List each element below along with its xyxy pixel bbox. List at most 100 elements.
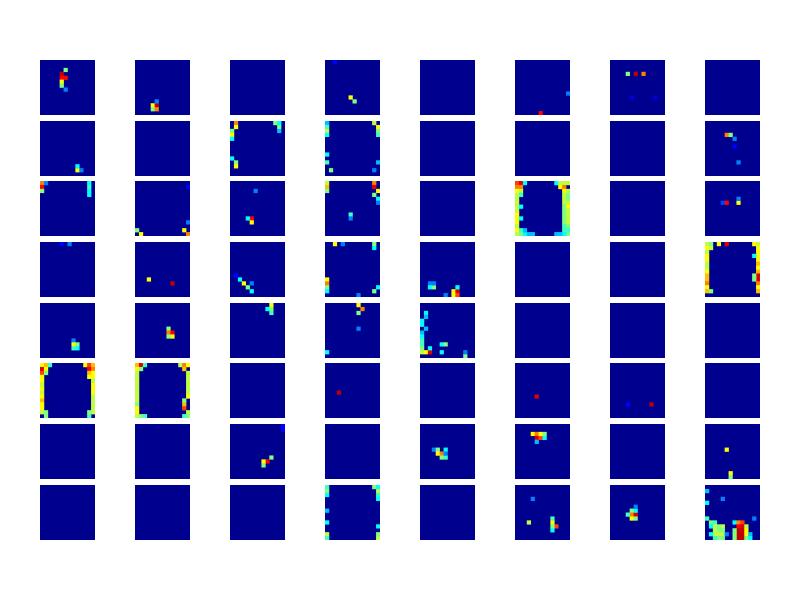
heatmap-background <box>40 242 95 297</box>
heatmap-cell <box>40 188 45 194</box>
feature-map-panel-r5-c1 <box>135 363 190 418</box>
feature-map-panel-r0-c6 <box>610 60 665 115</box>
heatmap-background <box>420 485 475 540</box>
heatmap-cell <box>515 208 520 213</box>
feature-map-panel-r7-c2 <box>230 485 285 540</box>
heatmap-cell <box>562 228 567 233</box>
heatmap-cell <box>756 253 760 259</box>
feature-map-panel-r6-c7 <box>705 424 760 479</box>
heatmap-cell <box>372 485 377 490</box>
heatmap-cell <box>91 378 95 383</box>
heatmap-cell <box>182 398 187 403</box>
heatmap-cell <box>728 471 733 476</box>
heatmap-cell <box>43 370 49 376</box>
heatmap-background <box>40 121 95 176</box>
heatmap-cell <box>562 204 567 209</box>
feature-map-panel-r1-c2 <box>230 121 285 176</box>
heatmap-cell <box>562 220 567 225</box>
feature-map-panel-r3-c5 <box>515 242 570 297</box>
heatmap-cell <box>420 350 425 355</box>
heatmap-cell <box>518 232 524 236</box>
heatmap-cell <box>534 439 539 444</box>
heatmap-svg <box>40 181 95 236</box>
heatmap-cell <box>562 212 567 217</box>
heatmap-cell <box>47 363 53 368</box>
heatmap-cell <box>420 342 425 347</box>
heatmap-cell <box>455 285 460 290</box>
heatmap-cell <box>269 310 274 316</box>
heatmap-svg <box>610 424 665 479</box>
heatmap-cell <box>166 330 171 335</box>
heatmap-cell <box>79 168 84 173</box>
heatmap-cell <box>376 524 380 529</box>
heatmap-background <box>515 181 570 236</box>
heatmap-cell <box>142 363 148 368</box>
heatmap-cell <box>752 273 757 278</box>
heatmap-cell <box>40 394 45 399</box>
heatmap-cell <box>233 160 239 165</box>
heatmap-cell <box>649 402 654 407</box>
heatmap-cell <box>756 273 760 278</box>
heatmap-cell <box>233 164 239 169</box>
heatmap-cell <box>170 334 175 339</box>
heatmap-cell <box>752 253 757 259</box>
feature-map-panel-r2-c3 <box>325 181 380 236</box>
heatmap-background <box>325 363 380 418</box>
heatmap-cell <box>178 363 183 368</box>
heatmap-cell <box>562 188 567 194</box>
heatmap-cell <box>91 363 95 368</box>
heatmap-background <box>515 121 570 176</box>
heatmap-cell <box>325 277 330 282</box>
feature-map-panel-r1-c3 <box>325 121 380 176</box>
heatmap-background <box>230 363 285 418</box>
heatmap-cell <box>427 346 433 351</box>
heatmap-cell <box>150 107 155 112</box>
heatmap-cell <box>135 228 140 233</box>
heatmap-svg <box>135 181 190 236</box>
heatmap-cell <box>91 370 95 376</box>
heatmap-cell <box>59 79 64 84</box>
heatmap-background <box>325 60 380 115</box>
heatmap-cell <box>40 382 45 387</box>
heatmap-cell <box>566 196 570 201</box>
heatmap-cell <box>629 508 634 513</box>
heatmap-cell <box>59 242 64 247</box>
heatmap-cell <box>705 277 710 282</box>
heatmap-svg <box>610 121 665 176</box>
heatmap-cell <box>356 303 361 308</box>
heatmap-cell <box>736 196 741 201</box>
heatmap-cell <box>135 414 140 418</box>
heatmap-cell <box>756 269 760 274</box>
heatmap-cell <box>59 71 64 77</box>
heatmap-cell <box>625 512 630 517</box>
heatmap-cell <box>71 338 76 343</box>
heatmap-cell <box>186 370 190 376</box>
heatmap-cell <box>332 242 338 247</box>
heatmap-svg <box>420 242 475 297</box>
heatmap-cell <box>705 488 710 494</box>
heatmap-cell <box>135 410 140 415</box>
feature-map-panel-r6-c0 <box>40 424 95 479</box>
heatmap-cell <box>356 326 361 331</box>
heatmap-background <box>420 363 475 418</box>
heatmap-cell <box>372 242 377 247</box>
heatmap-cell <box>515 192 520 198</box>
heatmap-cell <box>732 520 737 525</box>
heatmap-background <box>515 60 570 115</box>
heatmap-cell <box>716 532 722 537</box>
heatmap-cell <box>43 363 49 368</box>
heatmap-cell <box>705 516 710 521</box>
heatmap-cell <box>518 192 524 198</box>
heatmap-svg <box>610 60 665 115</box>
heatmap-cell <box>87 374 92 380</box>
heatmap-cell <box>423 350 429 355</box>
heatmap-cell <box>740 528 745 533</box>
heatmap-svg <box>420 485 475 540</box>
heatmap-cell <box>376 124 380 130</box>
heatmap-cell <box>71 346 76 351</box>
heatmap-cell <box>562 216 567 221</box>
heatmap-cell <box>91 382 95 387</box>
heatmap-cell <box>728 475 733 479</box>
feature-map-panel-r2-c5 <box>515 181 570 236</box>
heatmap-cell <box>336 390 342 395</box>
